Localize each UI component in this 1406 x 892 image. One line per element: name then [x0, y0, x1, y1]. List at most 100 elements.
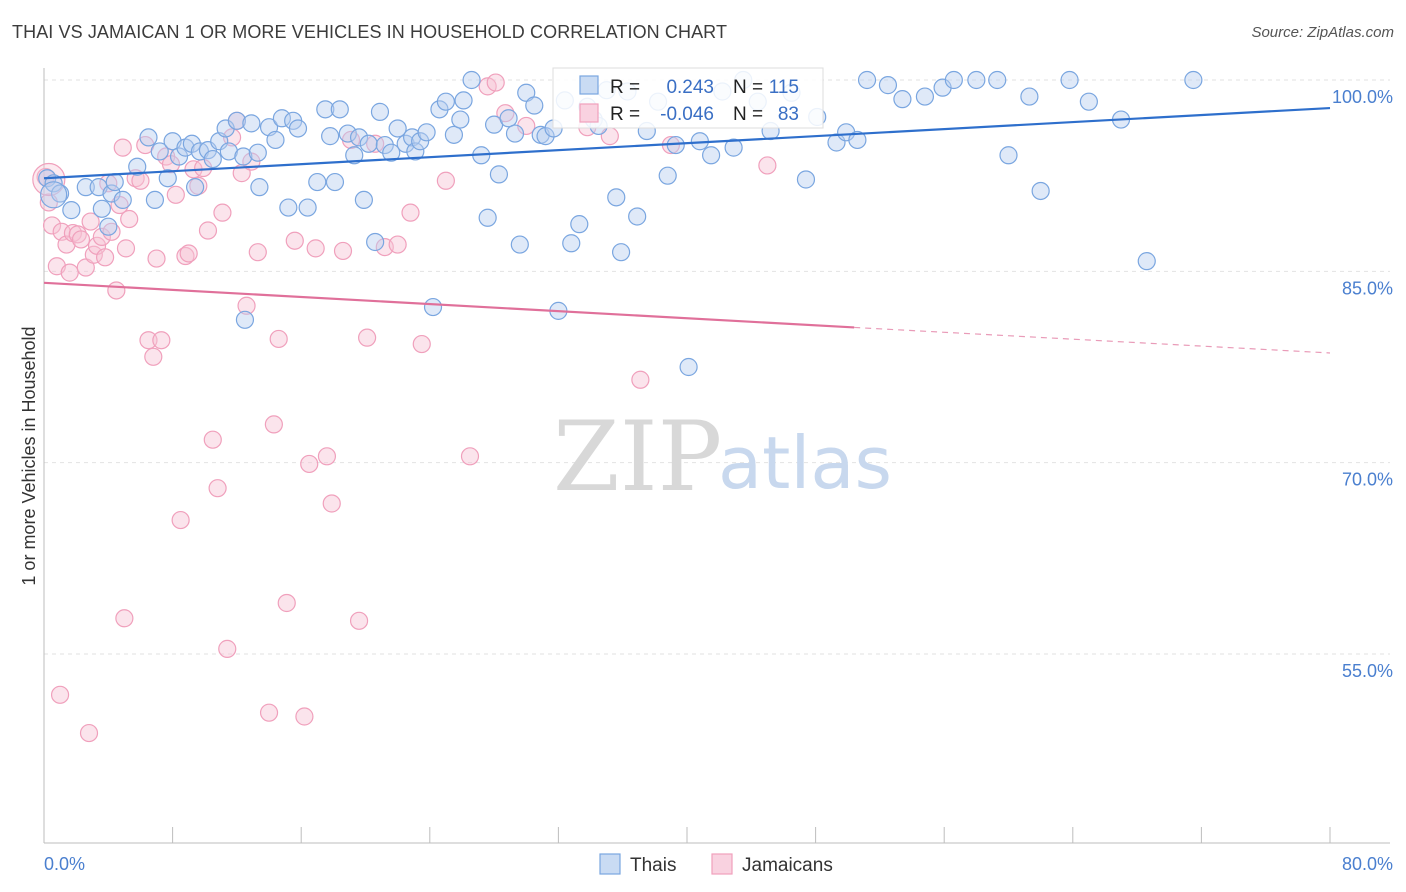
legend-label-jamaicans: Jamaicans: [742, 855, 833, 876]
thais-point: [359, 134, 378, 153]
thais-point: [1020, 87, 1039, 106]
thais-point: [848, 130, 867, 150]
thais-point: [1031, 181, 1050, 201]
thais-point: [349, 128, 369, 147]
jamaicans-point: [388, 235, 407, 254]
thais-point: [102, 184, 121, 203]
jamaicans-point: [166, 185, 185, 204]
jamaicans-trend-line: [43, 281, 855, 329]
y-tick-label: 100.0%: [1332, 87, 1393, 107]
thais-point: [999, 146, 1018, 165]
thais-point: [411, 132, 430, 151]
thais-point: [366, 232, 385, 252]
thais-point: [423, 297, 443, 317]
jamaicans-point: [213, 203, 232, 222]
thais-point: [570, 215, 589, 234]
thais-point: [235, 310, 255, 329]
jamaicans-point: [259, 703, 279, 722]
x-tick-labels: 0.0% 80.0%: [44, 854, 1393, 874]
jamaicans-point: [102, 222, 121, 241]
thais-point: [113, 190, 132, 210]
thais-point: [76, 178, 95, 197]
thais-point: [186, 178, 205, 197]
thais-point: [62, 201, 81, 220]
jamaicans-point: [277, 593, 296, 613]
watermark-atlas: atlas: [718, 421, 892, 505]
jamaicans-point: [42, 216, 62, 235]
jamaicans-point: [198, 221, 218, 240]
jamaicans-point: [333, 241, 353, 261]
jamaicans-point: [50, 685, 70, 704]
jamaicans-point: [116, 239, 136, 258]
r-value-thais: 0.243: [666, 77, 714, 98]
jamaicans-point: [758, 156, 777, 175]
jamaicans-point: [113, 138, 132, 157]
thais-point: [145, 190, 165, 210]
thais-point: [462, 70, 481, 90]
jamaicans-point: [144, 347, 163, 366]
thais-point: [316, 100, 335, 119]
jamaicans-point: [179, 244, 198, 263]
thais-legend-swatch: [579, 75, 599, 95]
jamaicans-point: [436, 171, 455, 190]
n-label-jamaicans: N =: [733, 104, 763, 125]
thais-point: [44, 174, 63, 193]
thais-point: [436, 92, 455, 111]
jamaicans-point: [322, 494, 341, 513]
thais-point: [150, 142, 169, 161]
jamaicans-point: [171, 510, 190, 530]
thais-point: [878, 76, 898, 95]
thais-trend-line: [43, 106, 1331, 180]
thais-point: [724, 138, 743, 157]
jamaicans-point: [71, 230, 91, 249]
thais-point: [321, 127, 340, 146]
jamaicans-point: [147, 249, 166, 268]
jamaicans-point: [152, 331, 171, 350]
thais-point: [702, 146, 721, 165]
thais-point: [628, 207, 647, 226]
jamaicans-point: [95, 248, 115, 267]
jamaicans-point: [285, 231, 304, 250]
thais-point: [298, 198, 317, 217]
thais-point: [499, 109, 518, 128]
jamaicans-point: [120, 209, 139, 229]
jamaicans-point: [68, 225, 87, 244]
thais-point: [967, 70, 986, 90]
watermark: ZIP atlas: [553, 401, 892, 513]
jamaicans-point: [32, 162, 66, 197]
legend-label-thais: Thais: [630, 855, 676, 876]
thais-point: [406, 142, 425, 161]
correlation-legend: R = 0.243 N = 115 R = -0.046 N = 83: [552, 67, 824, 129]
jamaicans-point: [237, 296, 256, 315]
jamaicans-point: [203, 430, 222, 449]
jamaicans-point: [107, 281, 126, 300]
thais-point: [382, 143, 401, 162]
x-tick-label: 0.0%: [44, 854, 85, 874]
thais-point: [279, 198, 298, 217]
thais-point: [1079, 92, 1098, 111]
thais-point: [203, 149, 222, 169]
thais-point: [50, 184, 70, 203]
series-legend: Thais Jamaicans: [599, 853, 833, 876]
jamaicans-point: [412, 334, 431, 354]
jamaicans-point: [57, 235, 76, 254]
legend-swatch-thais: [599, 853, 621, 875]
thais-point: [1137, 252, 1156, 271]
thais-point: [893, 90, 912, 109]
thais-point: [288, 119, 308, 138]
jamaicans-point: [349, 611, 369, 630]
jamaicans-point: [79, 723, 99, 743]
thais-point: [796, 170, 816, 189]
jamaicans-point: [366, 134, 385, 153]
jamaicans-point: [486, 73, 505, 92]
jamaicans-point: [115, 609, 134, 628]
jamaicans-point: [269, 329, 288, 349]
y-tick-label: 70.0%: [1342, 470, 1393, 490]
thais-point: [169, 147, 189, 166]
legend-swatch-jamaicans: [711, 853, 733, 875]
thais-point: [92, 199, 111, 218]
thais-point: [1060, 70, 1079, 90]
y-tick-labels: 55.0% 70.0% 85.0% 100.0%: [1332, 87, 1393, 681]
thais-point: [105, 172, 124, 192]
thais-point: [510, 235, 529, 254]
